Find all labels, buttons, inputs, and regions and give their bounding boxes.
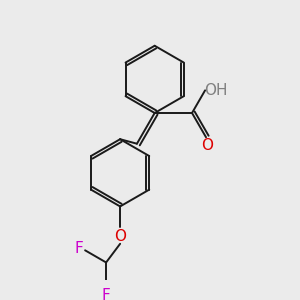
Text: OH: OH [205,83,228,98]
Text: O: O [201,138,213,153]
Text: F: F [102,288,110,300]
Text: F: F [74,241,83,256]
Text: O: O [114,229,126,244]
